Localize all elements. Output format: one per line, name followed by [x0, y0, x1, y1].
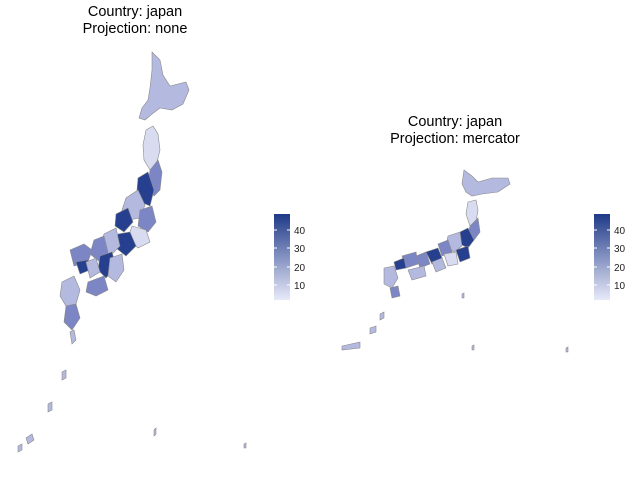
region-islands-6 — [565, 346, 569, 353]
region-kyushu-1 — [383, 265, 399, 289]
legend-tick-30: 30 — [614, 244, 626, 255]
region-kyushu-2 — [63, 303, 81, 331]
legend-colorbar — [274, 214, 290, 300]
region-chugoku-2 — [393, 257, 407, 271]
region-kansai-2 — [431, 257, 447, 273]
region-islands-3 — [47, 401, 53, 413]
region-shikoku — [85, 275, 109, 297]
region-chubu-2 — [114, 207, 134, 233]
region-hokkaido — [138, 51, 190, 121]
legend-tick-40: 40 — [294, 226, 306, 237]
region-islands-1 — [69, 329, 77, 345]
legend-tick-40: 40 — [614, 226, 626, 237]
region-islands-2 — [61, 369, 67, 381]
region-islands-7 — [243, 442, 247, 449]
japan-map-mercator: 40 30 20 10 — [341, 169, 626, 353]
region-islands-6 — [153, 427, 157, 437]
region-kyushu-1 — [59, 275, 81, 307]
legend-tick-20: 20 — [294, 263, 306, 274]
region-hokkaido — [461, 169, 511, 197]
legend-none: 40 30 20 10 — [274, 214, 306, 300]
region-kansai-3 — [415, 251, 431, 269]
region-kanto-1 — [137, 205, 157, 233]
title-projection: Projection: none — [82, 21, 188, 37]
legend-mercator: 40 30 20 10 — [594, 214, 626, 300]
region-kyushu-2 — [389, 285, 401, 299]
region-islands-1 — [379, 311, 385, 321]
map-panel-mercator: Country: japan Projection: mercator — [320, 0, 640, 480]
region-kanto-2 — [443, 251, 459, 267]
region-islands-5 — [471, 344, 475, 351]
title-country: Country: japan — [407, 114, 503, 130]
region-kanto-1 — [455, 245, 471, 263]
japan-map-none: 40 30 20 10 — [17, 51, 306, 453]
region-islands-2 — [369, 325, 377, 335]
region-shikoku — [407, 265, 427, 281]
legend-tick-10: 10 — [614, 281, 626, 292]
region-chugoku-3 — [85, 257, 101, 279]
legend-colorbar — [594, 214, 610, 300]
legend-tick-30: 30 — [294, 244, 306, 255]
legend-tick-20: 20 — [614, 263, 626, 274]
region-islands-4 — [461, 292, 465, 299]
title-projection: Projection: mercator — [390, 131, 520, 147]
panel-title-none: Country: japan Projection: none — [30, 4, 240, 38]
legend-tick-10: 10 — [294, 281, 306, 292]
title-country: Country: japan — [87, 4, 183, 20]
region-kansai-3 — [107, 253, 125, 283]
panel-title-mercator: Country: japan Projection: mercator — [350, 114, 560, 148]
region-chubu-2 — [437, 239, 453, 257]
region-islands-5 — [17, 443, 23, 453]
region-islands-3 — [341, 341, 361, 351]
map-panel-none: Country: japan Projection: none — [17, 4, 306, 453]
region-islands-4 — [25, 433, 35, 445]
